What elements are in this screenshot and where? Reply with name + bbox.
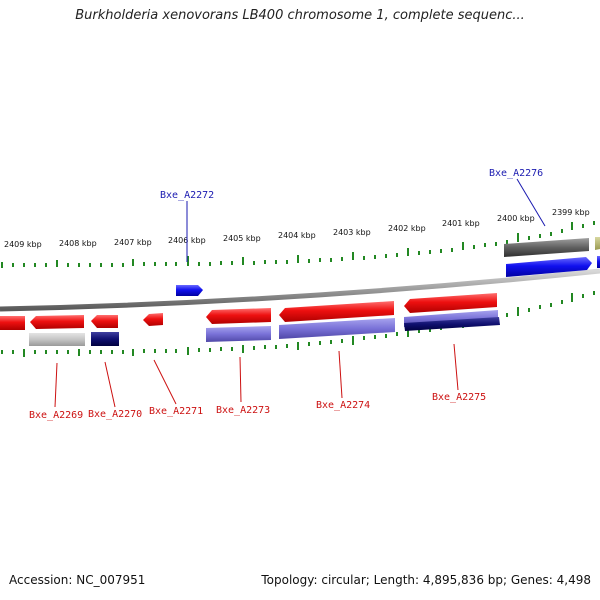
gene-label-Bxe_A2274[interactable]: Bxe_A2274 bbox=[316, 400, 370, 411]
gene-label-Bxe_A2275[interactable]: Bxe_A2275 bbox=[432, 392, 486, 403]
gene-label-Bxe_A2269[interactable]: Bxe_A2269 bbox=[29, 410, 83, 421]
gene-Bxe_A2269-arrow[interactable] bbox=[30, 315, 84, 329]
gene-Bxe_A2276-arrow[interactable] bbox=[506, 257, 592, 277]
gene-Bxe_A2273-arrow[interactable] bbox=[206, 308, 271, 324]
upper-ticks bbox=[1, 221, 595, 268]
gene-Bxe_A2269-product bbox=[29, 333, 85, 346]
kbp-label: 2399 kbp bbox=[552, 208, 590, 217]
kbp-label: 2407 kbp bbox=[114, 238, 152, 247]
genome-summary-text: Topology: circular; Length: 4,895,836 bp… bbox=[261, 573, 591, 587]
gene-Bxe_A2270-product bbox=[91, 332, 119, 346]
kbp-label: 2404 kbp bbox=[278, 231, 316, 240]
kbp-label: 2400 kbp bbox=[497, 214, 535, 223]
kbp-label: 2408 kbp bbox=[59, 239, 97, 248]
gene-label-Bxe_A2272[interactable]: Bxe_A2272 bbox=[160, 190, 214, 201]
kbp-label: 2409 kbp bbox=[4, 240, 42, 249]
callout-lines bbox=[54, 178, 546, 408]
accession-text: Accession: NC_007951 bbox=[9, 573, 146, 587]
feature-blue-edge bbox=[597, 256, 600, 268]
upper-tick-ring bbox=[1, 221, 595, 268]
gene-Bxe_A2271-arrow[interactable] bbox=[143, 313, 163, 326]
gene-Bxe_A2275-arrow[interactable] bbox=[404, 293, 497, 313]
kbp-label: 2402 kbp bbox=[388, 224, 426, 233]
kbp-scale-labels: 2409 kbp 2408 kbp 2407 kbp 2406 kbp 2405… bbox=[4, 208, 590, 249]
gene-Bxe_A2270-arrow[interactable] bbox=[91, 315, 118, 328]
gene-left-edge-arrow bbox=[0, 316, 25, 330]
feature-olive-bar bbox=[595, 237, 600, 250]
gene-Bxe_A2272-arrow[interactable] bbox=[176, 285, 203, 296]
lower-ticks bbox=[1, 291, 595, 357]
chromosome-backbone bbox=[0, 268, 600, 312]
gene-label-Bxe_A2270[interactable]: Bxe_A2270 bbox=[88, 409, 142, 420]
feature-dark-gray-bar bbox=[504, 238, 589, 257]
gene-label-Bxe_A2273[interactable]: Bxe_A2273 bbox=[216, 405, 270, 416]
gene-Bxe_A2273-product bbox=[206, 326, 271, 342]
gene-Bxe_A2274-product bbox=[279, 318, 395, 339]
gene-label-Bxe_A2271[interactable]: Bxe_A2271 bbox=[149, 406, 203, 417]
map-title: Burkholderia xenovorans LB400 chromosome… bbox=[75, 8, 525, 23]
gene-Bxe_A2275-product-dark bbox=[404, 317, 500, 331]
kbp-label: 2403 kbp bbox=[333, 228, 371, 237]
kbp-label: 2405 kbp bbox=[223, 234, 261, 243]
kbp-label: 2401 kbp bbox=[442, 219, 480, 228]
gene-label-Bxe_A2276[interactable]: Bxe_A2276 bbox=[489, 168, 543, 179]
gene-Bxe_A2274-arrow[interactable] bbox=[279, 301, 394, 322]
